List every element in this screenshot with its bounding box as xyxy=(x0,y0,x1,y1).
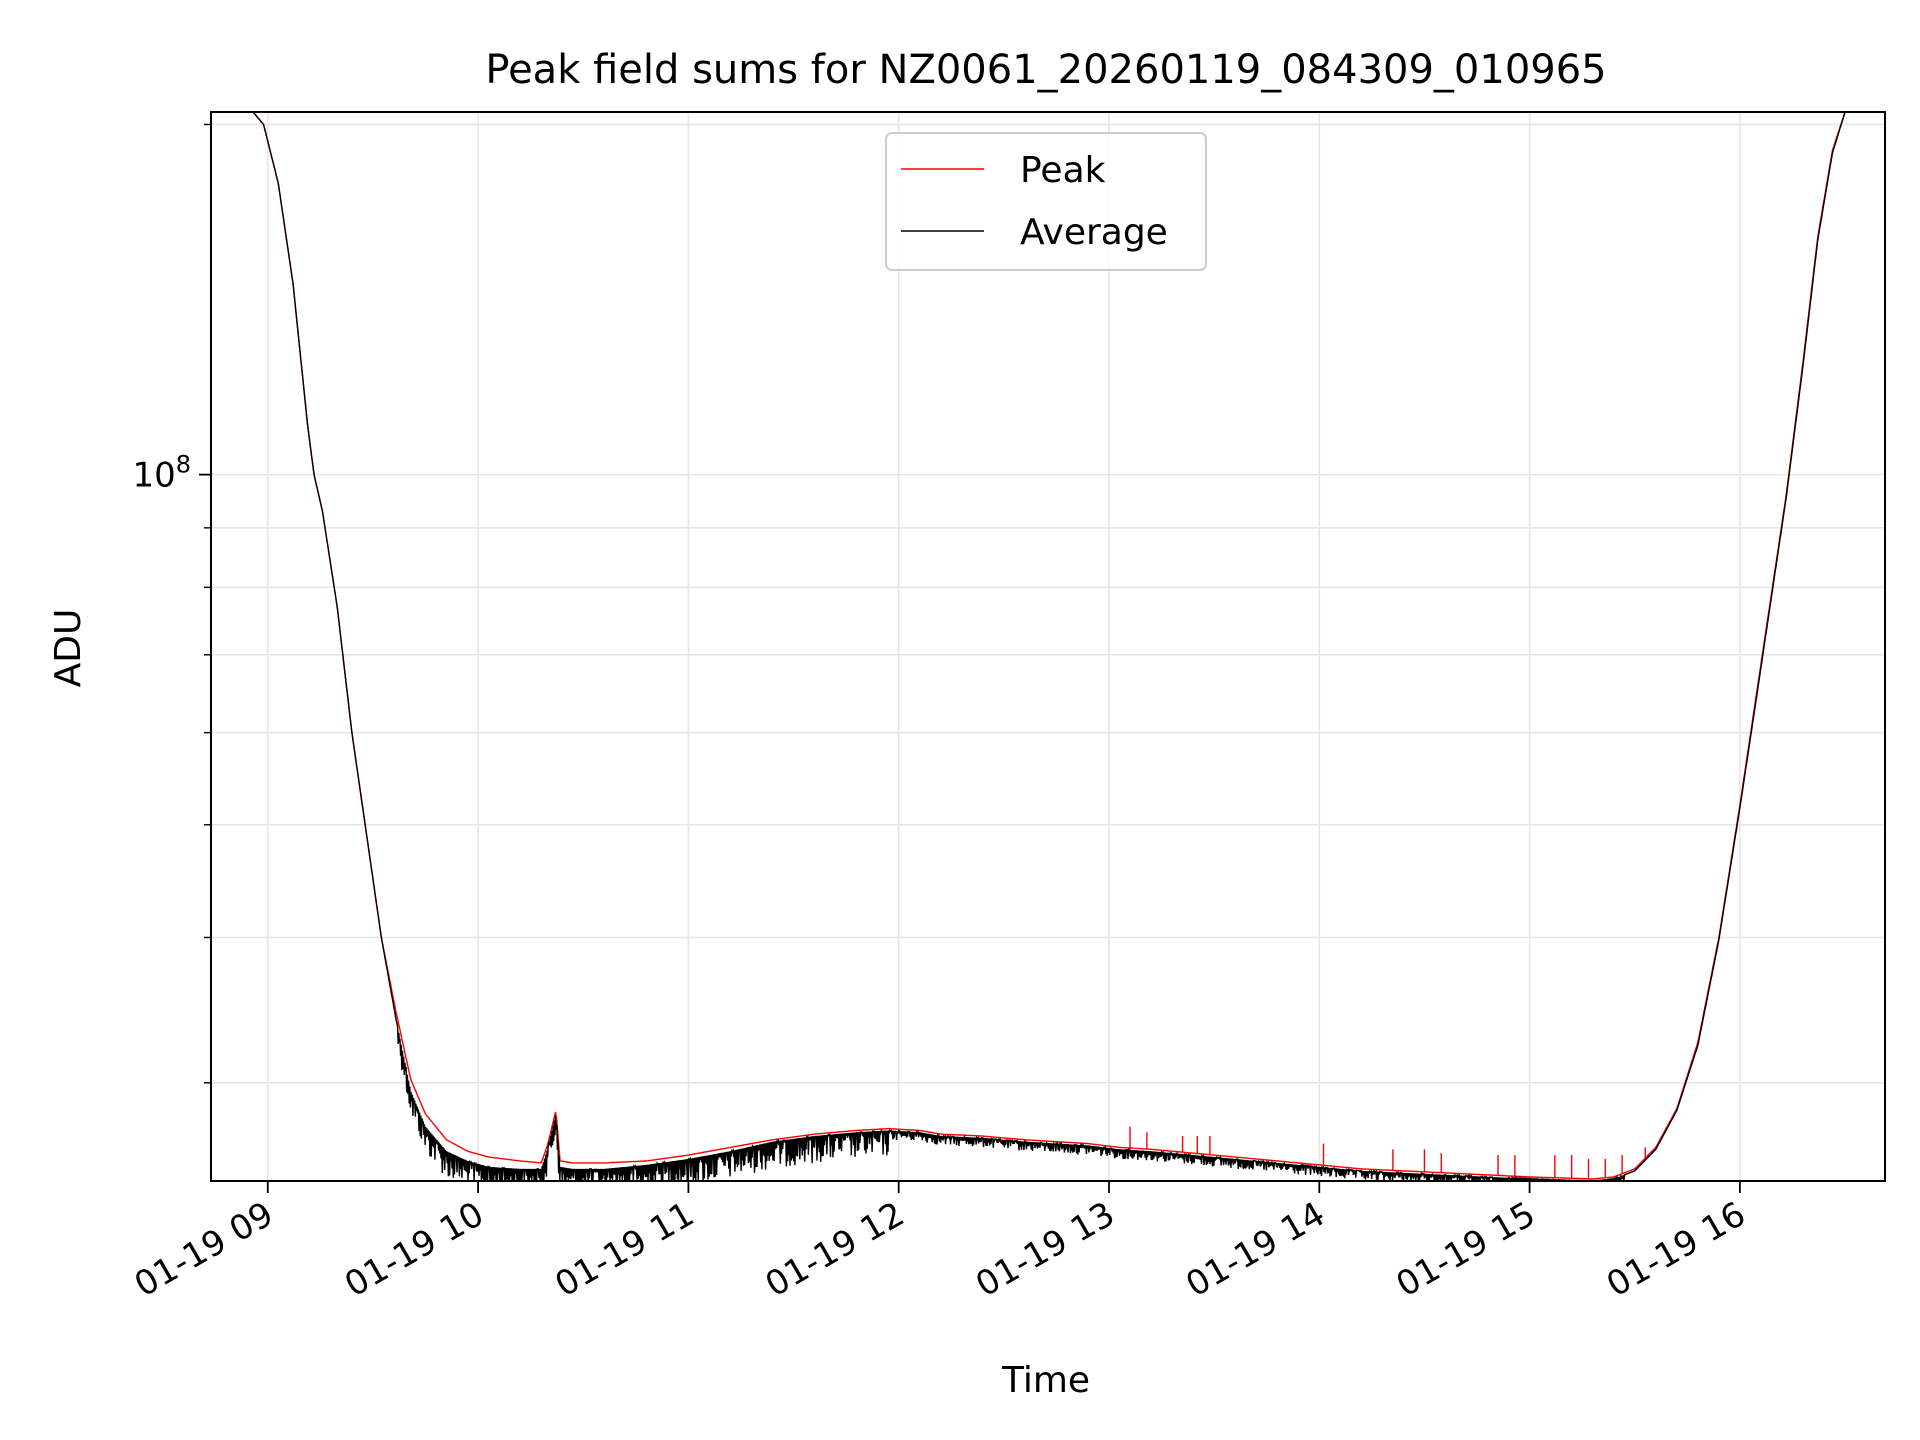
chart-title: Peak field sums for NZ0061_20260119_0843… xyxy=(485,47,1606,93)
x-tick-label: 01-19 09 xyxy=(128,1194,280,1305)
legend-peak-label: Peak xyxy=(1020,150,1106,191)
legend-average-label: Average xyxy=(1020,212,1168,253)
grid xyxy=(211,112,1885,1181)
x-tick-label: 01-19 16 xyxy=(1600,1194,1752,1305)
x-axis-label: Time xyxy=(1001,1360,1090,1401)
legend-box xyxy=(885,132,1207,271)
peak-series-line xyxy=(252,112,1846,1180)
axis-ticks: 01-19 09 01-19 10 01-19 11 01-19 12 01-19 13… xyxy=(128,123,1752,1305)
average-series-line xyxy=(252,112,1846,1181)
x-tick-label: 01-19 10 xyxy=(338,1194,490,1305)
x-tick-label: 01-19 12 xyxy=(759,1194,911,1305)
x-tick-label: 01-19 11 xyxy=(548,1194,700,1305)
plot-frame xyxy=(210,111,1886,1182)
x-tick-label: 01-19 15 xyxy=(1390,1194,1542,1305)
x-tick-label: 01-19 13 xyxy=(969,1194,1121,1305)
plot-area xyxy=(252,112,1846,1181)
y-axis-label: ADU xyxy=(48,609,89,688)
y-tick-label: 108 xyxy=(132,451,191,496)
legend: Peak Average xyxy=(885,132,1207,271)
x-tick-label: 01-19 14 xyxy=(1179,1194,1331,1305)
